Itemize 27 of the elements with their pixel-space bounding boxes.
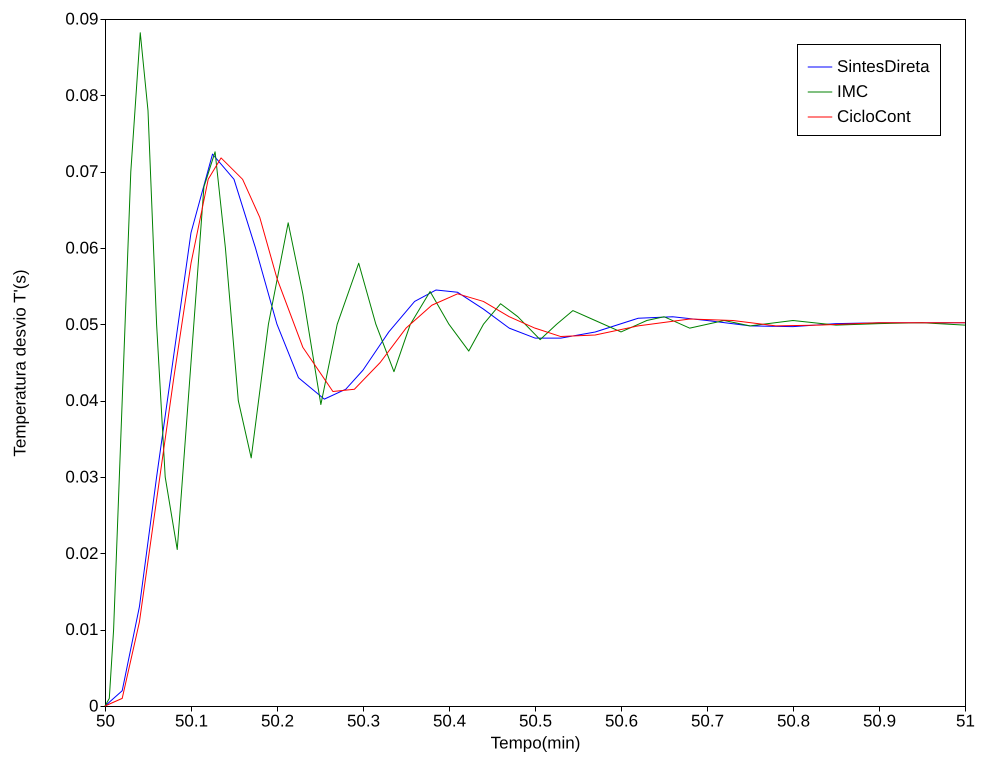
y-tick-label: 0.05 bbox=[65, 314, 98, 334]
x-tick-label: 51 bbox=[956, 712, 975, 730]
x-tick-label: 50.2 bbox=[260, 712, 294, 730]
legend-label: IMC bbox=[837, 82, 868, 101]
y-tick-label: 0.09 bbox=[65, 10, 98, 28]
x-tick-label: 50.8 bbox=[776, 712, 810, 730]
x-tick-label: 50.3 bbox=[346, 712, 380, 730]
y-tick-label: 0.03 bbox=[65, 468, 98, 486]
y-tick-label: 0.07 bbox=[65, 162, 98, 182]
y-axis-title: Temperatura desvio T'(s) bbox=[10, 269, 30, 457]
y-tick-label: 0.04 bbox=[65, 391, 98, 410]
x-tick-label: 50.7 bbox=[690, 712, 724, 730]
y-tick-label: 0.02 bbox=[65, 544, 98, 563]
legend-label: SintesDireta bbox=[837, 57, 930, 76]
x-tick-label: 50 bbox=[96, 712, 115, 730]
y-tick-label: 0.06 bbox=[65, 238, 98, 258]
line-series bbox=[104, 32, 966, 706]
x-tick-label: 50.4 bbox=[432, 712, 466, 730]
y-tick-label: 0.01 bbox=[65, 620, 98, 640]
y-tick-label: 0.08 bbox=[65, 86, 98, 105]
y-tick-label: 0 bbox=[89, 696, 98, 716]
x-axis-title: Tempo(min) bbox=[490, 734, 580, 752]
x-tick-label: 50.9 bbox=[862, 712, 896, 730]
x-tick-label: 50.5 bbox=[518, 712, 552, 730]
x-tick-label: 50.1 bbox=[174, 712, 208, 730]
legend-label: CicloCont bbox=[837, 107, 911, 126]
x-tick-label: 50.6 bbox=[604, 712, 638, 730]
